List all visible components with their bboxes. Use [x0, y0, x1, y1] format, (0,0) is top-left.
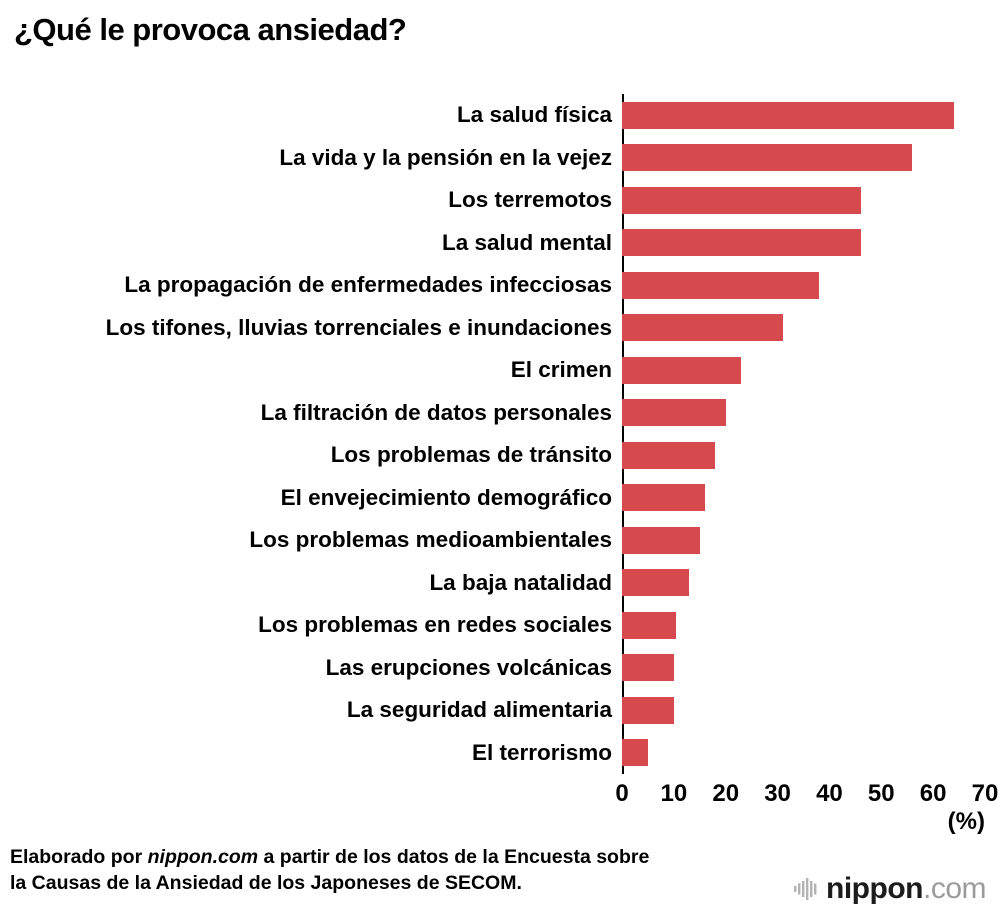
category-label: El terrorismo — [471, 739, 612, 765]
category-label: La propagación de enfermedades infeccios… — [124, 272, 612, 298]
bar-row: La salud física — [0, 94, 985, 137]
bar-row: La propagación de enfermedades infeccios… — [0, 264, 985, 307]
bar — [622, 441, 716, 469]
bar-track — [622, 314, 985, 342]
x-tick-label: 70 — [971, 780, 999, 807]
bar — [622, 229, 861, 257]
x-tick-label: 0 — [615, 780, 629, 807]
bar-track — [622, 441, 985, 469]
bar — [622, 696, 674, 724]
category-label: La salud física — [456, 102, 612, 128]
bar — [622, 569, 690, 597]
bar — [622, 271, 820, 299]
category-label: Los problemas medioambientales — [249, 527, 612, 553]
bar-row: La filtración de datos personales — [0, 392, 985, 435]
category-label: La seguridad alimentaria — [346, 697, 612, 723]
bar-row: Los problemas medioambientales — [0, 519, 985, 562]
category-label: Los problemas de tránsito — [330, 442, 612, 468]
bar-track — [622, 484, 985, 512]
nippon-logo: nippon.com — [793, 872, 987, 906]
bar-row: Los problemas de tránsito — [0, 434, 985, 477]
source-note: Elaborado por nippon.com a partir de los… — [10, 844, 670, 897]
bar-track — [622, 569, 985, 597]
bar-track — [622, 399, 985, 427]
y-axis-line — [622, 94, 624, 774]
bar-track — [622, 696, 985, 724]
bar-track — [622, 356, 985, 384]
bar-track — [622, 144, 985, 172]
bar — [622, 654, 674, 682]
bar — [622, 484, 705, 512]
bar — [622, 314, 783, 342]
bar — [622, 356, 742, 384]
category-label: La salud mental — [441, 229, 612, 255]
bar — [622, 399, 726, 427]
bar-track — [622, 271, 985, 299]
logo-name: nippon — [826, 872, 923, 905]
bar — [622, 611, 677, 639]
bar-row: La vida y la pensión en la vejez — [0, 137, 985, 180]
x-tick-label: 10 — [660, 780, 688, 807]
source-note-prefix: Elaborado por — [10, 845, 148, 868]
x-tick-label: 20 — [712, 780, 740, 807]
bar-track — [622, 611, 985, 639]
logo-text: nippon.com — [826, 872, 986, 906]
x-tick-label: 50 — [867, 780, 895, 807]
bar-row: La seguridad alimentaria — [0, 689, 985, 732]
bar-chart: La salud física La vida y la pensión en l… — [0, 94, 1000, 836]
x-tick-label: 40 — [816, 780, 843, 807]
x-axis-ticks: 0 10 20 30 40 50 60 70 — [615, 774, 998, 807]
bar-track — [622, 229, 985, 257]
bar-row: El terrorismo — [0, 732, 985, 775]
logo-tld: .com — [922, 872, 987, 905]
bar-track — [622, 739, 985, 767]
bar-track — [622, 526, 985, 554]
bar-row: El envejecimiento demográfico — [0, 477, 985, 520]
bar — [622, 144, 913, 172]
bar-row: El crimen — [0, 349, 985, 392]
source-note-brand: nippon.com — [147, 845, 259, 868]
bar — [622, 526, 700, 554]
x-axis-unit-label: (%) — [947, 808, 985, 835]
bar — [622, 186, 861, 214]
bar-rows: La salud física La vida y la pensión en l… — [0, 94, 985, 774]
category-label: Los terremotos — [448, 187, 612, 213]
bar-track — [622, 186, 985, 214]
bar-row: La baja natalidad — [0, 562, 985, 605]
category-label: La vida y la pensión en la vejez — [279, 144, 612, 170]
bar-track — [622, 654, 985, 682]
source-note-suffix: a partir de los datos de la Encuesta sob… — [10, 845, 650, 895]
soundwave-icon — [793, 876, 819, 902]
bar-row: Las erupciones volcánicas — [0, 647, 985, 690]
bar-row: Los terremotos — [0, 179, 985, 222]
category-label: Los tifones, lluvias torrenciales e inun… — [105, 314, 612, 340]
category-label: El crimen — [510, 357, 612, 383]
bar-track — [622, 101, 985, 129]
bar-row: Los tifones, lluvias torrenciales e inun… — [0, 307, 985, 350]
bar — [622, 101, 954, 129]
bar-row: Los problemas en redes sociales — [0, 604, 985, 647]
x-tick-label: 30 — [764, 780, 791, 807]
category-label: El envejecimiento demográfico — [280, 484, 612, 510]
chart-title: ¿Qué le provoca ansiedad? — [14, 12, 407, 47]
category-label: Las erupciones volcánicas — [325, 654, 612, 680]
category-label: Los problemas en redes sociales — [258, 612, 612, 638]
bar — [622, 739, 648, 767]
category-label: La filtración de datos personales — [260, 399, 612, 425]
bar-row: La salud mental — [0, 222, 985, 265]
category-label: La baja natalidad — [429, 569, 612, 595]
x-tick-label: 60 — [919, 780, 947, 807]
